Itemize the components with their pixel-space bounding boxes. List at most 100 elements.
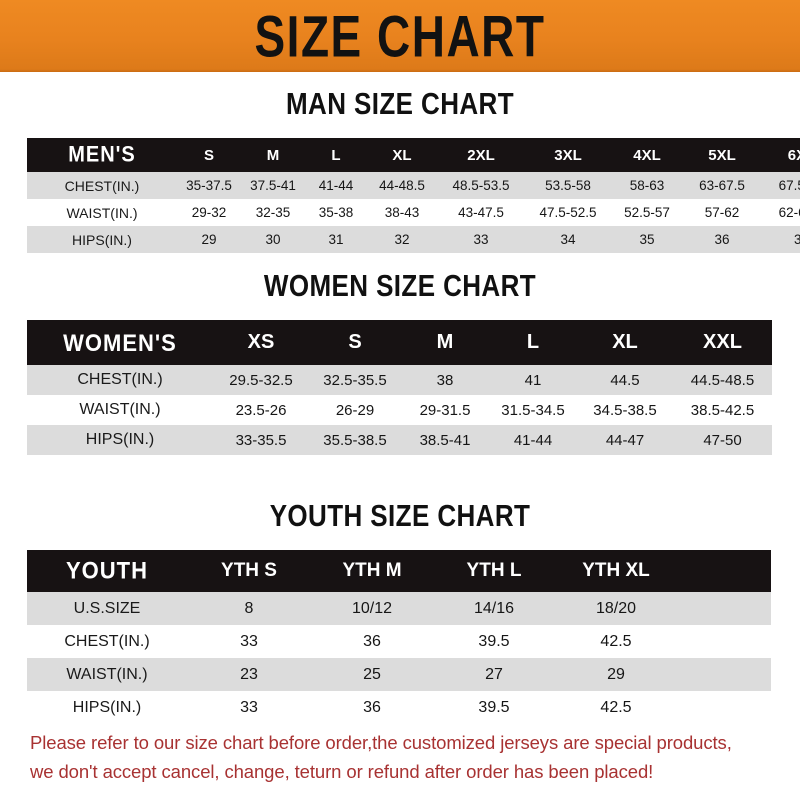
men-waist-5xl: 57-62 [704,205,740,220]
youth-row-label-hips: HIPS(IN.) [72,698,142,716]
page-title: SIZE CHART [254,2,546,70]
men-col-s: S [203,146,214,164]
women-col-s: S [348,331,362,353]
youth-waist-s: 23 [240,665,258,683]
men-col-xl: XL [392,146,412,164]
men-col-6xl: 6XL [787,146,800,164]
men-hips-s: 29 [201,232,217,247]
youth-ussize-m: 10/12 [351,599,393,617]
men-col-m: M [266,146,280,164]
women-col-l: L [526,331,540,353]
youth-row-label-waist: WAIST(IN.) [66,665,148,683]
men-hips-xl: 32 [394,232,410,247]
women-row-label-waist: WAIST(IN.) [79,401,161,418]
youth-cell-spacer [677,691,771,724]
youth-waist-l: 27 [485,665,503,683]
men-hips-3xl: 34 [560,232,576,247]
women-col-xl: XL [612,331,638,353]
section-title-youth: YOUTH SIZE CHART [269,498,531,533]
table-row: WAIST(IN.) 23 25 27 29 [27,658,771,691]
youth-hips-m: 36 [363,698,381,716]
men-hips-2xl: 33 [473,232,489,247]
women-col-m: M [436,331,454,353]
men-chest-l: 41-44 [318,178,354,193]
youth-cell-spacer [677,658,771,691]
men-chest-3xl: 53.5-58 [545,178,591,193]
women-size-table: WOMEN'S XS S M L XL XXL CHEST(IN.) 29.5-… [27,320,772,455]
men-waist-4xl: 52.5-57 [624,205,670,220]
women-row-label-hips: HIPS(IN.) [85,431,155,448]
women-table-header: WOMEN'S XS S M L XL XXL [27,320,772,365]
youth-ussize-l: 14/16 [473,599,515,617]
men-col-2xl: 2XL [467,146,495,164]
men-table-header: MEN'S S M L XL 2XL 3XL 4XL 5XL 6XL [27,138,800,172]
women-chest-xxl: 44.5-48.5 [690,371,755,389]
men-chest-5xl: 63-67.5 [699,178,745,193]
women-brand-label: WOMEN'S [63,328,177,356]
youth-cell-spacer [677,592,771,625]
women-chest-l: 41 [524,371,542,389]
men-size-table: MEN'S S M L XL 2XL 3XL 4XL 5XL 6XL CHEST… [27,138,800,253]
youth-hips-xl: 42.5 [600,698,632,716]
youth-col-xl: YTH XL [582,560,650,581]
youth-ussize-xl: 18/20 [595,599,637,617]
women-col-xxl: XXL [703,331,742,353]
youth-brand-label: YOUTH [66,556,148,585]
men-hips-6xl: 37 [793,232,800,247]
men-waist-xl: 38-43 [384,205,420,220]
youth-chest-m: 36 [363,632,381,650]
men-waist-2xl: 43-47.5 [458,205,504,220]
youth-col-m: YTH M [342,560,402,581]
men-col-5xl: 5XL [708,146,736,164]
men-col-3xl: 3XL [554,146,582,164]
women-hips-xl: 44-47 [605,431,645,449]
table-header-row: YOUTH YTH S YTH M YTH L YTH XL [27,550,771,592]
men-waist-l: 35-38 [318,205,354,220]
youth-col-s: YTH S [221,560,277,581]
table-row: U.S.SIZE 8 10/12 14/16 18/20 [27,592,771,625]
women-waist-xxl: 38.5-42.5 [690,401,755,419]
women-chest-m: 38 [436,371,454,389]
youth-table-body: U.S.SIZE 8 10/12 14/16 18/20 CHEST(IN.) … [27,592,771,724]
table-header-row: MEN'S S M L XL 2XL 3XL 4XL 5XL 6XL [27,138,800,172]
table-header-row: WOMEN'S XS S M L XL XXL [27,320,772,365]
women-waist-xl: 34.5-38.5 [593,401,657,419]
youth-waist-xl: 29 [607,665,625,683]
youth-chest-xl: 42.5 [600,632,632,650]
men-row-label-chest: CHEST(IN.) [64,177,140,194]
men-chest-4xl: 58-63 [629,178,665,193]
men-hips-5xl: 36 [714,232,730,247]
table-row: CHEST(IN.) 35-37.5 37.5-41 41-44 44-48.5… [27,172,800,199]
men-chest-s: 35-37.5 [186,178,232,193]
men-waist-6xl: 62-66.5 [778,205,800,220]
men-waist-m: 32-35 [255,205,291,220]
section-title-man: MAN SIZE CHART [285,86,515,121]
women-waist-xs: 23.5-26 [235,401,287,419]
youth-row-label-chest: CHEST(IN.) [64,632,150,650]
women-row-label-chest: CHEST(IN.) [77,371,163,388]
men-chest-2xl: 48.5-53.5 [452,178,510,193]
youth-hips-l: 39.5 [478,698,510,716]
youth-col-spacer [677,550,771,592]
table-row: WAIST(IN.) 23.5-26 26-29 29-31.5 31.5-34… [27,395,772,425]
table-row: HIPS(IN.) 33-35.5 35.5-38.5 38.5-41 41-4… [27,425,772,455]
men-col-4xl: 4XL [633,146,661,164]
women-hips-l: 41-44 [513,431,553,449]
women-table-body: CHEST(IN.) 29.5-32.5 32.5-35.5 38 41 44.… [27,365,772,455]
youth-cell-spacer [677,625,771,658]
women-waist-m: 29-31.5 [419,401,471,419]
footer-disclaimer: Please refer to our size chart before or… [30,728,778,786]
table-row: CHEST(IN.) 33 36 39.5 42.5 [27,625,771,658]
men-hips-m: 30 [265,232,281,247]
women-waist-l: 31.5-34.5 [501,401,565,419]
youth-waist-m: 25 [363,665,381,683]
women-waist-s: 26-29 [335,401,375,419]
men-brand-label: MEN'S [68,142,136,167]
youth-row-label-ussize: U.S.SIZE [73,599,141,617]
men-row-label-hips: HIPS(IN.) [72,231,132,248]
men-hips-l: 31 [328,232,344,247]
section-title-women: WOMEN SIZE CHART [263,268,537,303]
men-waist-s: 29-32 [191,205,227,220]
men-col-l: L [331,146,341,164]
